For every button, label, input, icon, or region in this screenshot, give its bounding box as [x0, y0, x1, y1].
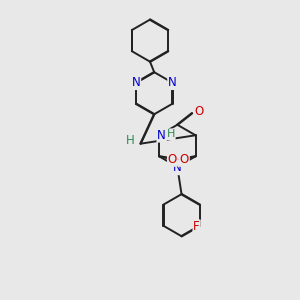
- Text: O: O: [195, 105, 204, 118]
- Text: N: N: [168, 76, 177, 89]
- Text: N: N: [132, 76, 140, 89]
- Text: N: N: [157, 129, 166, 142]
- Text: O: O: [168, 153, 177, 166]
- Text: O: O: [180, 153, 189, 166]
- Text: N: N: [173, 161, 182, 174]
- Text: H: H: [126, 134, 134, 147]
- Text: F: F: [193, 220, 200, 233]
- Text: H: H: [167, 129, 175, 139]
